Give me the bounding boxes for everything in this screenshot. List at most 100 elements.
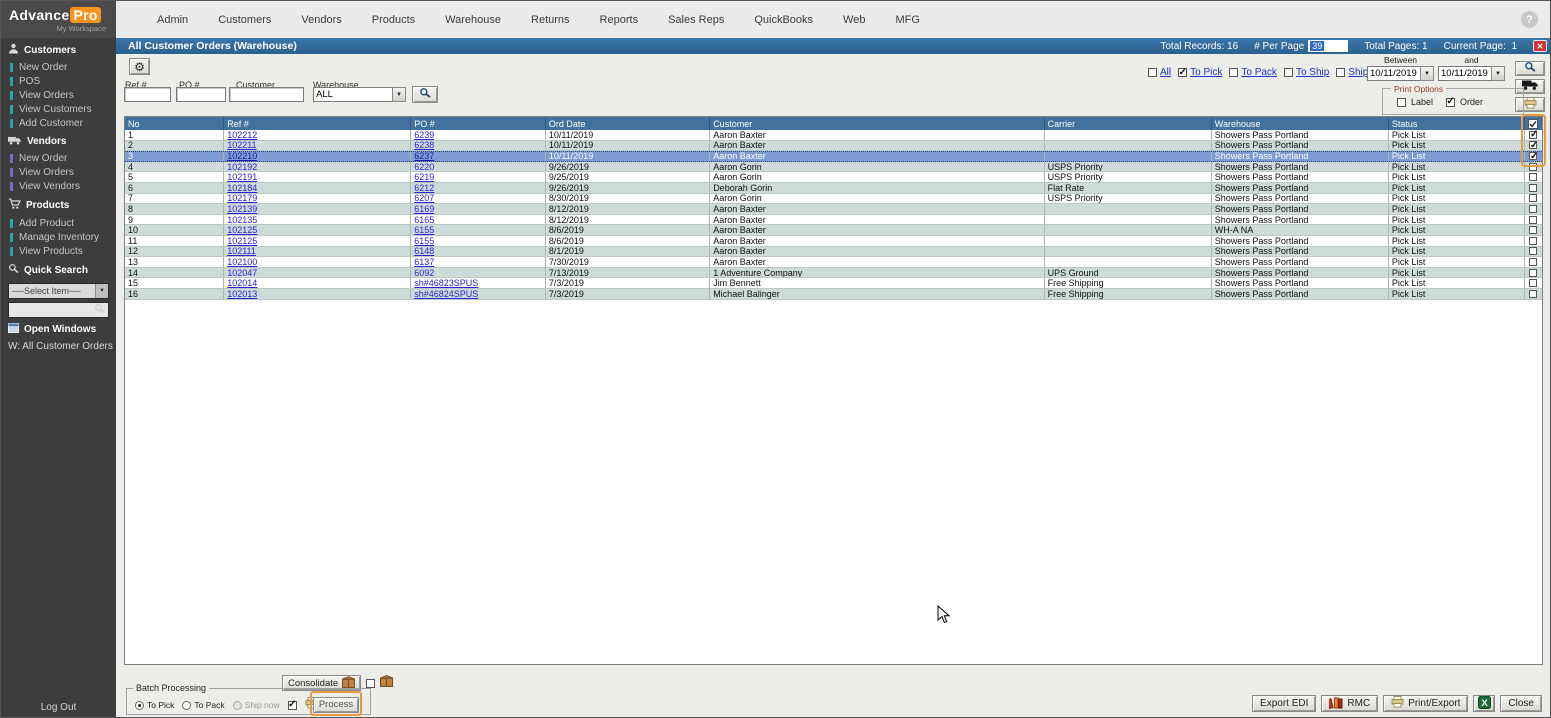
- row-select-checkbox[interactable]: [1529, 279, 1538, 288]
- row-select-checkbox[interactable]: [1529, 236, 1538, 245]
- nav-item-reports[interactable]: Reports: [599, 13, 639, 26]
- row-select-checkbox[interactable]: [1529, 183, 1538, 192]
- po-link[interactable]: 6165: [414, 214, 435, 225]
- table-row-15[interactable]: 15 102014 sh#46823SPUS 7/3/2019 Jim Bennett F…: [125, 278, 1542, 289]
- column-header-status[interactable]: Status: [1389, 117, 1525, 130]
- nav-item-warehouse[interactable]: Warehouse: [445, 13, 502, 26]
- ref-filter-input[interactable]: [124, 87, 171, 102]
- ref-link[interactable]: 102184: [227, 182, 258, 193]
- checkbox[interactable]: [1283, 68, 1293, 77]
- po-link[interactable]: 6239: [414, 130, 435, 140]
- po-link[interactable]: 6155: [414, 235, 435, 246]
- po-link[interactable]: 6238: [414, 140, 435, 151]
- table-row-9[interactable]: 9 102135 6165 8/12/2019 Aaron Baxter Showers …: [125, 214, 1542, 226]
- nav-item-vendors[interactable]: Vendors: [301, 13, 342, 26]
- help-icon[interactable]: ?: [1521, 11, 1538, 28]
- table-row-13[interactable]: 13 102100 6137 7/30/2019 Aaron Baxter Showers…: [125, 257, 1542, 268]
- column-header-customer[interactable]: Customer: [710, 117, 1045, 130]
- ref-link[interactable]: 102191: [227, 172, 258, 182]
- po-link[interactable]: 6155: [414, 225, 435, 235]
- row-select-checkbox[interactable]: [1529, 204, 1538, 213]
- print-button[interactable]: [1515, 97, 1545, 112]
- ref-link[interactable]: 102111: [227, 246, 256, 257]
- row-select-checkbox[interactable]: [1529, 268, 1538, 277]
- rmc-button[interactable]: RMC: [1321, 695, 1379, 712]
- row-select-checkbox[interactable]: [1529, 289, 1538, 298]
- process-button[interactable]: Process: [313, 696, 359, 713]
- po-filter-input[interactable]: [176, 87, 226, 102]
- status-filter-shipped[interactable]: Shipped: [1336, 67, 1385, 78]
- row-select-checkbox[interactable]: [1529, 152, 1538, 161]
- po-link[interactable]: 6237: [414, 152, 435, 161]
- nav-item-customers[interactable]: Customers: [218, 13, 272, 26]
- ship-truck-button[interactable]: [1515, 79, 1545, 94]
- open-window-item[interactable]: W: All Customer Orders: [8, 341, 113, 352]
- sidebar-section-products[interactable]: Products: [1, 193, 116, 216]
- ref-link[interactable]: 102135: [227, 214, 258, 225]
- table-row-1[interactable]: 1 102212 6239 10/11/2019 Aaron Baxter Showers…: [125, 130, 1542, 141]
- sidebar-item-customers-add-customer[interactable]: Add Customer: [1, 116, 116, 130]
- row-select-checkbox[interactable]: [1529, 194, 1538, 203]
- po-link[interactable]: 6207: [414, 193, 435, 204]
- column-header-warehouse[interactable]: Warehouse: [1212, 117, 1389, 130]
- print-option-order-checkbox[interactable]: [1446, 96, 1456, 107]
- status-filter-to-pick[interactable]: To Pick: [1178, 67, 1222, 78]
- quick-search-select[interactable]: ----Select Item---- ▼: [8, 283, 109, 299]
- ref-link[interactable]: 102100: [227, 257, 258, 267]
- status-filter-to-pack[interactable]: To Pack: [1229, 67, 1277, 78]
- excel-export-button[interactable]: X: [1473, 695, 1496, 712]
- column-header-po[interactable]: PO #: [411, 117, 546, 130]
- nav-item-admin[interactable]: Admin: [157, 13, 189, 26]
- per-page-input[interactable]: 39: [1308, 40, 1349, 52]
- ref-link[interactable]: 102014: [227, 278, 258, 288]
- consolidate-checkbox[interactable]: [366, 678, 376, 688]
- status-filter-to-ship[interactable]: To Ship: [1283, 67, 1329, 78]
- nav-item-returns[interactable]: Returns: [531, 13, 570, 26]
- nav-item-sales-reps[interactable]: Sales Reps: [668, 13, 725, 26]
- ref-link[interactable]: 102192: [227, 161, 258, 172]
- table-row-12[interactable]: 12 102111 6148 8/1/2019 Aaron Baxter Showers …: [125, 246, 1542, 258]
- export-edi-button[interactable]: Export EDI: [1252, 695, 1317, 712]
- sidebar-item-products-view-products[interactable]: View Products: [1, 244, 116, 258]
- table-row-14[interactable]: 14 102047 6092 7/13/2019 1 Adventure Company…: [125, 267, 1542, 279]
- ref-link[interactable]: 102179: [227, 193, 258, 204]
- sidebar-item-customers-new-order[interactable]: New Order: [1, 60, 116, 74]
- nav-item-products[interactable]: Products: [371, 13, 416, 26]
- settings-button[interactable]: ⚙: [129, 58, 150, 75]
- quick-search-input[interactable]: [8, 302, 109, 318]
- search-button[interactable]: [412, 86, 438, 103]
- ref-link[interactable]: 102013: [227, 288, 258, 299]
- checkbox[interactable]: [1148, 68, 1157, 77]
- sidebar-item-customers-view-orders[interactable]: View Orders: [1, 88, 116, 102]
- po-link[interactable]: 6092: [414, 267, 435, 278]
- po-link[interactable]: 6148: [414, 246, 435, 257]
- sidebar-item-customers-view-customers[interactable]: View Customers: [1, 102, 116, 116]
- sidebar-item-products-add-product[interactable]: Add Product: [1, 216, 116, 230]
- date-to-select[interactable]: 10/11/2019 ▼: [1438, 66, 1505, 81]
- logout-button[interactable]: Log Out: [40, 702, 77, 713]
- nav-item-web[interactable]: Web: [843, 13, 866, 26]
- sidebar-item-vendors-view-orders[interactable]: View Orders: [1, 165, 116, 179]
- checkbox[interactable]: [1229, 68, 1239, 77]
- date-from-select[interactable]: 10/11/2019 ▼: [1367, 66, 1434, 81]
- sidebar-item-products-manage-inventory[interactable]: Manage Inventory: [1, 230, 116, 244]
- ref-link[interactable]: 102210: [227, 152, 258, 161]
- column-header-carrier[interactable]: Carrier: [1045, 117, 1212, 130]
- chevron-down-icon[interactable]: ▼: [95, 284, 108, 298]
- row-select-checkbox[interactable]: [1529, 215, 1538, 224]
- column-header-no[interactable]: No: [125, 117, 225, 130]
- nav-item-mfg[interactable]: MFG: [895, 13, 920, 26]
- consolidate-button[interactable]: Consolidate: [282, 675, 362, 691]
- radio-button[interactable]: [135, 700, 144, 710]
- sidebar-item-customers-pos[interactable]: POS: [1, 74, 116, 88]
- warehouse-select[interactable]: ALL ▼: [313, 87, 406, 102]
- sidebar-item-vendors-view-vendors[interactable]: View Vendors: [1, 179, 116, 193]
- table-row-4[interactable]: 4 102192 6220 9/26/2019 Aaron Gorin USPS Prio…: [125, 161, 1542, 173]
- ref-link[interactable]: 102211: [227, 140, 257, 151]
- nav-item-quickbooks[interactable]: QuickBooks: [754, 13, 814, 26]
- status-filter-all[interactable]: All: [1148, 67, 1171, 78]
- po-link[interactable]: sh#46824SPUS: [414, 288, 479, 299]
- column-header-ord-date[interactable]: Ord Date: [546, 117, 711, 130]
- close-icon[interactable]: ✕: [1533, 40, 1547, 52]
- close-button[interactable]: Close: [1500, 695, 1542, 712]
